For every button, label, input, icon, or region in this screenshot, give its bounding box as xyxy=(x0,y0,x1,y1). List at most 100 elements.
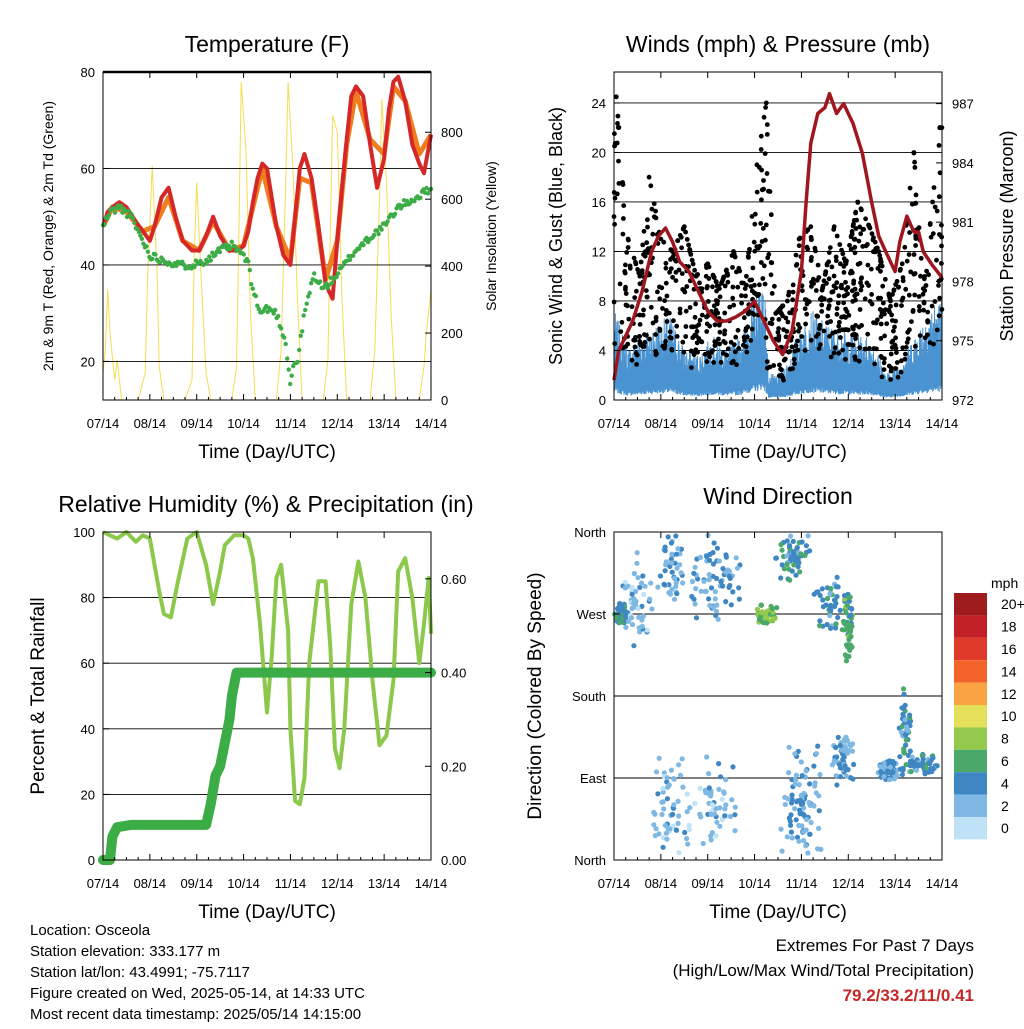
y2-tick-label: 0.40 xyxy=(441,666,466,681)
direction-point xyxy=(769,606,775,612)
gust-point xyxy=(903,344,909,350)
x-tick-label: 07/14 xyxy=(87,416,120,431)
humidity-series xyxy=(102,530,433,807)
direction-point xyxy=(784,561,790,568)
gust-point xyxy=(865,331,871,337)
dewpoint-point xyxy=(213,253,218,258)
gust-point xyxy=(632,344,638,350)
direction-point xyxy=(677,562,683,568)
gust-point xyxy=(871,346,877,351)
gust-point xyxy=(809,237,814,242)
direction-point xyxy=(641,591,647,598)
gust-point xyxy=(895,374,901,380)
gust-peak-point xyxy=(705,261,711,267)
direction-point xyxy=(900,711,906,717)
gust-point xyxy=(697,280,702,286)
direction-point xyxy=(793,572,799,578)
gust-point xyxy=(879,310,885,316)
dewpoint-point xyxy=(271,311,276,316)
gust-point xyxy=(663,339,668,344)
dewpoint-point xyxy=(303,307,308,313)
gust-point xyxy=(878,321,884,327)
direction-title: Wind Direction xyxy=(703,483,853,509)
direction-point xyxy=(920,756,926,762)
direction-point xyxy=(710,561,717,567)
gust-point xyxy=(803,321,808,327)
direction-point xyxy=(709,830,716,836)
colorbar-swatch xyxy=(954,593,987,616)
gust-point xyxy=(713,279,719,284)
direction-point xyxy=(717,805,723,811)
gust-point xyxy=(850,324,855,330)
x-tick-label: 09/14 xyxy=(180,876,213,891)
gust-point xyxy=(645,224,650,230)
direction-point xyxy=(790,538,796,545)
dewpoint-point xyxy=(208,258,213,263)
pressure-series xyxy=(612,91,944,381)
direction-point xyxy=(903,724,910,730)
dewpoint-point xyxy=(129,212,134,217)
gust-point xyxy=(696,322,702,328)
gust-point xyxy=(752,282,757,288)
direction-point xyxy=(834,782,840,788)
direction-point xyxy=(813,751,820,757)
gust-point xyxy=(728,339,734,345)
gust-point xyxy=(937,170,943,176)
gust-point xyxy=(791,356,797,362)
dewpoint-point xyxy=(228,246,233,252)
direction-point xyxy=(701,578,707,584)
gust-point xyxy=(752,248,758,254)
direction-point xyxy=(717,774,724,780)
gust-point xyxy=(858,231,864,237)
gust-point xyxy=(858,287,864,293)
direction-point xyxy=(842,596,848,602)
gust-point xyxy=(906,292,912,298)
direction-point xyxy=(835,614,841,621)
humidity-x-label: Time (Day/UTC) xyxy=(198,902,336,923)
dewpoint-point xyxy=(288,381,293,387)
gust-point xyxy=(934,327,940,333)
colorbar-label: 6 xyxy=(1001,753,1009,769)
direction-point xyxy=(798,551,804,557)
gust-point xyxy=(752,221,758,227)
gust-point xyxy=(892,342,898,348)
gust-point xyxy=(857,345,863,351)
direction-point xyxy=(811,763,817,769)
direction-point xyxy=(649,606,655,612)
gust-point xyxy=(837,242,843,247)
x-tick-label: 11/14 xyxy=(786,416,818,431)
winds-pressure-panel: Winds (mph) & Pressure (mb) Sonic Wind &… xyxy=(546,31,1017,463)
direction-point xyxy=(901,691,907,698)
gust-point xyxy=(834,306,840,311)
direction-point xyxy=(689,578,696,585)
gust-point xyxy=(790,289,796,295)
direction-point xyxy=(797,569,803,575)
direction-point xyxy=(687,805,693,811)
gust-point xyxy=(852,250,858,256)
direction-y-label: Direction (Colored By Speed) xyxy=(525,572,546,819)
gust-peak-point xyxy=(937,125,943,131)
y-tick-label: 100 xyxy=(73,525,95,540)
gust-point xyxy=(629,304,635,310)
dewpoint-point xyxy=(335,271,341,276)
direction-point xyxy=(907,748,913,754)
direction-point xyxy=(913,767,920,773)
dewpoint-point xyxy=(350,253,356,258)
gust-point xyxy=(913,243,918,248)
gust-point xyxy=(851,237,857,242)
direction-point xyxy=(816,825,822,832)
direction-point xyxy=(803,768,809,774)
gust-point xyxy=(749,326,755,332)
dewpoint-point xyxy=(106,212,112,218)
temperature-y-label: 2m & 9m T (Red, Orange) & 2m Td (Green) xyxy=(40,101,56,371)
gust-point xyxy=(663,280,669,286)
gust-point xyxy=(619,319,625,325)
gust-point xyxy=(615,113,621,119)
gust-point xyxy=(686,242,691,248)
colorbar-swatch xyxy=(954,660,987,683)
direction-point xyxy=(714,545,721,551)
direction-point xyxy=(799,539,805,545)
direction-point xyxy=(660,844,666,850)
gust-point xyxy=(917,333,923,338)
direction-point xyxy=(847,613,853,619)
